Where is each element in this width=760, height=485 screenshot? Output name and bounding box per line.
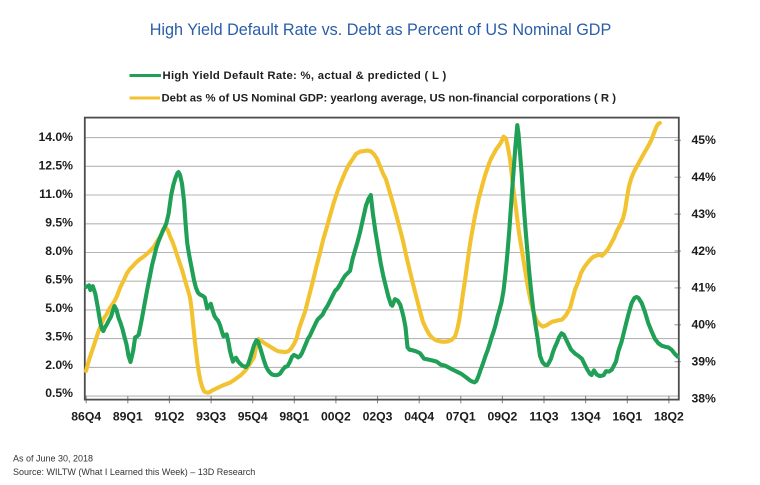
- svg-text:98Q1: 98Q1: [279, 410, 309, 424]
- svg-text:93Q3: 93Q3: [196, 410, 226, 424]
- svg-text:00Q2: 00Q2: [321, 410, 351, 424]
- svg-text:0.5%: 0.5%: [45, 386, 73, 400]
- svg-text:11.0%: 11.0%: [39, 187, 73, 201]
- svg-text:12.5%: 12.5%: [38, 159, 73, 173]
- svg-text:6.5%: 6.5%: [45, 272, 73, 286]
- svg-text:04Q4: 04Q4: [404, 410, 434, 424]
- svg-text:42%: 42%: [692, 244, 717, 258]
- svg-text:02Q3: 02Q3: [363, 410, 393, 424]
- svg-text:High Yield Default Rate vs. De: High Yield Default Rate vs. Debt as Perc…: [150, 21, 612, 39]
- svg-text:High Yield Default Rate: %, ac: High Yield Default Rate: %, actual & pre…: [163, 70, 447, 82]
- svg-text:9.5%: 9.5%: [45, 216, 73, 230]
- svg-text:18Q2: 18Q2: [654, 410, 684, 424]
- svg-text:39%: 39%: [692, 355, 717, 369]
- svg-text:As of June 30, 2018: As of June 30, 2018: [13, 454, 93, 464]
- svg-text:09Q2: 09Q2: [487, 410, 517, 424]
- svg-text:8.0%: 8.0%: [45, 244, 73, 258]
- svg-text:38%: 38%: [692, 391, 717, 405]
- svg-text:43%: 43%: [692, 207, 717, 221]
- svg-text:14.0%: 14.0%: [38, 130, 73, 144]
- svg-text:5.0%: 5.0%: [45, 301, 73, 315]
- svg-text:16Q1: 16Q1: [612, 410, 642, 424]
- svg-text:44%: 44%: [692, 170, 717, 184]
- svg-text:91Q2: 91Q2: [154, 410, 184, 424]
- svg-text:07Q1: 07Q1: [446, 410, 476, 424]
- svg-text:41%: 41%: [692, 281, 717, 295]
- svg-text:2.0%: 2.0%: [45, 358, 73, 372]
- svg-text:89Q1: 89Q1: [113, 410, 143, 424]
- svg-text:86Q4: 86Q4: [71, 410, 101, 424]
- svg-text:13Q4: 13Q4: [571, 410, 601, 424]
- svg-text:3.5%: 3.5%: [45, 329, 73, 343]
- svg-text:11Q3: 11Q3: [529, 410, 558, 424]
- svg-text:Source: WILTW (What I Learned: Source: WILTW (What I Learned this Week)…: [13, 467, 255, 477]
- svg-text:95Q4: 95Q4: [238, 410, 268, 424]
- svg-text:45%: 45%: [692, 133, 717, 147]
- svg-text:40%: 40%: [692, 318, 717, 332]
- svg-text:Debt as % of US Nominal GDP: y: Debt as % of US Nominal GDP: yearlong av…: [162, 93, 617, 105]
